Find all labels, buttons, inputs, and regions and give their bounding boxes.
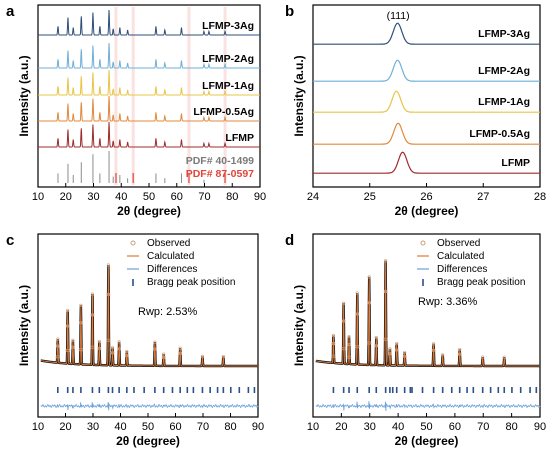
legend-bragg-label: Bragg peak position	[437, 277, 525, 288]
rwp-annotation: Rwp: 3.36%	[418, 296, 478, 308]
x-tick-label: 40	[115, 191, 127, 203]
difference-line-d	[315, 401, 541, 412]
series-label: LFMP-0.5Ag	[193, 106, 254, 118]
x-tick-label: 90	[534, 421, 546, 433]
x-axis-label: 2θ (degree)	[117, 204, 181, 218]
x-tick-label: 28	[534, 191, 546, 203]
calculated-line-d	[315, 260, 540, 367]
x-tick-label: 10	[32, 421, 44, 433]
x-tick-label: 10	[307, 421, 319, 433]
panel-d-axes: 10 20 30 40 50 60 70 80 90 2θ (degree) Intensity (…	[292, 233, 546, 448]
x-tick-label: 40	[114, 421, 126, 433]
reference-label-pdf-87-0597: PDF# 87-0597	[186, 168, 254, 180]
series-label: LFMP	[501, 157, 530, 169]
legend-observed-label: Observed	[147, 238, 190, 249]
series-label: LFMP-3Ag	[202, 20, 254, 32]
panel-letter-d: d	[285, 232, 294, 249]
series-line-LFMP	[313, 151, 540, 174]
panel-a-axes: 10 20 30 40 50 60 70 80 90 2θ (degree) Intensity (…	[17, 4, 266, 218]
x-tick-label: 90	[254, 191, 266, 203]
x-axis-label: 2θ (degree)	[395, 434, 459, 448]
x-tick-label: 25	[364, 191, 376, 203]
series-label: LFMP-0.5Ag	[469, 128, 530, 140]
series-line-LFMP-3Ag	[38, 9, 260, 36]
x-tick-label: 50	[142, 421, 154, 433]
x-tick-label: 70	[477, 421, 489, 433]
y-axis-label: Intensity (a.u.)	[17, 55, 31, 136]
series-line-LFMP-0.5Ag	[38, 95, 260, 122]
difference-line-c	[40, 402, 259, 411]
x-tick-label: 80	[226, 191, 238, 203]
peak-annotation: (111)	[387, 10, 410, 22]
x-tick-label: 90	[252, 421, 264, 433]
panel-b-axes: 24 25 26 27 28 2θ (degree) Intensity (a.u.)	[292, 4, 546, 218]
legend-calculated-label: Calculated	[437, 251, 484, 262]
panel-letter-c: c	[6, 232, 14, 249]
panel-c-axes: 10 20 30 40 50 60 70 80 90 2θ (degree) Intensity (…	[17, 233, 264, 448]
x-tick-label: 30	[87, 421, 99, 433]
x-tick-label: 40	[392, 421, 404, 433]
legend-differences-label: Differences	[147, 264, 197, 275]
x-tick-label: 60	[171, 191, 183, 203]
series-line-LFMP	[38, 121, 260, 148]
series-line-LFMP-3Ag	[313, 22, 540, 45]
x-tick-label: 60	[449, 421, 461, 433]
series-line-LFMP-0.5Ag	[313, 122, 540, 145]
series-line-LFMP-1Ag	[313, 90, 540, 113]
y-axis-label: Intensity (a.u.)	[292, 285, 306, 366]
x-tick-label: 10	[32, 191, 44, 203]
series-label: LFMP	[225, 132, 254, 144]
y-axis-label: Intensity (a.u.)	[17, 285, 31, 366]
reference-label-pdf-40-1499: PDF# 40-1499	[186, 155, 254, 167]
x-tick-label: 20	[60, 191, 72, 203]
legend-calculated-label: Calculated	[147, 251, 194, 262]
legend-observed-marker	[420, 240, 426, 246]
x-tick-label: 27	[477, 191, 489, 203]
legend-observed-marker	[130, 240, 136, 246]
x-tick-label: 70	[197, 421, 209, 433]
panel-d-frame	[312, 233, 541, 418]
series-line-LFMP-1Ag	[38, 69, 260, 96]
series-label: LFMP-3Ag	[478, 28, 530, 40]
rwp-annotation: Rwp: 2.53%	[138, 306, 198, 318]
x-tick-label: 20	[335, 421, 347, 433]
series-label: LFMP-1Ag	[202, 80, 254, 92]
legend-d: Observed Calculated Differences Bragg peak …	[417, 238, 525, 288]
series-label: LFMP-2Ag	[202, 53, 254, 65]
x-tick-label: 30	[87, 191, 99, 203]
x-tick-label: 60	[169, 421, 181, 433]
x-tick-label: 20	[59, 421, 71, 433]
series-line-LFMP-2Ag	[313, 59, 540, 82]
x-tick-label: 80	[506, 421, 518, 433]
x-tick-label: 70	[198, 191, 210, 203]
legend-c: Observed Calculated Differences Bragg peak …	[127, 238, 235, 288]
legend-observed-label: Observed	[437, 238, 480, 249]
series-label: LFMP-2Ag	[478, 65, 530, 77]
x-tick-label: 50	[143, 191, 155, 203]
x-tick-label: 30	[364, 421, 376, 433]
legend-bragg-label: Bragg peak position	[147, 277, 235, 288]
series-label: LFMP-1Ag	[478, 96, 530, 108]
x-tick-label: 80	[224, 421, 236, 433]
series-line-LFMP-2Ag	[38, 42, 260, 69]
x-axis-label: 2θ (degree)	[395, 204, 459, 218]
x-tick-label: 26	[420, 191, 432, 203]
panel-letter-b: b	[285, 3, 294, 20]
panel-letter-a: a	[6, 3, 15, 20]
calculated-line-c	[40, 264, 258, 367]
y-axis-label: Intensity (a.u.)	[292, 55, 306, 136]
x-tick-label: 24	[307, 191, 319, 203]
x-axis-label: 2θ (degree)	[116, 434, 180, 448]
legend-differences-label: Differences	[437, 264, 487, 275]
x-tick-label: 50	[420, 421, 432, 433]
